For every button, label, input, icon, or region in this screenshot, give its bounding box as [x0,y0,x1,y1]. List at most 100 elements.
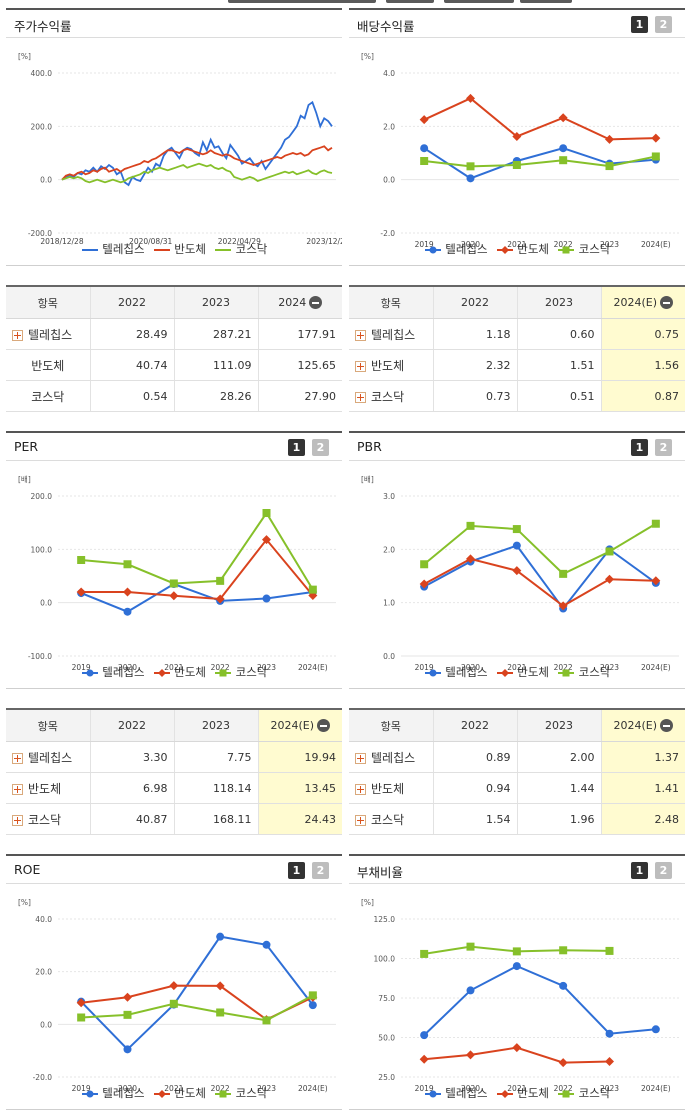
data-point [420,1031,429,1040]
expand-icon[interactable] [355,752,366,764]
panel-title: 주가수익률 [14,19,72,34]
expand-icon[interactable] [12,752,23,764]
x-tick-label: 2020/08/31 [129,237,172,246]
collapse-icon[interactable] [660,296,674,310]
collapse-icon[interactable] [660,719,674,733]
roe-panel: ROE 1 2 [%] 40.0 20.0 0.0 -20.0 2019 2020 2021 2… [6,854,342,1110]
page-2-button[interactable]: 2 [655,16,672,33]
y-tick-label: -200.0 [28,229,52,238]
page-2-button[interactable]: 2 [312,862,329,879]
table-row: 코스닥 0.54 28.26 27.90 [6,380,342,412]
data-point [420,157,429,165]
col-header-2023: 2023 [173,708,258,742]
dividend-yield-table: 항목 2022 2023 2024(E) 텔레칩스 1.18 0.60 0.75… [349,285,685,412]
data-point [262,940,271,949]
x-tick-label: 2023 [257,1084,276,1093]
x-tick-label: 2022/04/29 [218,237,261,246]
expand-icon[interactable] [355,391,366,403]
y-tick-label: 100.0 [31,545,53,554]
data-point [605,946,614,955]
page-2-button[interactable]: 2 [655,439,672,456]
data-point [123,992,132,1002]
page-1-button[interactable]: 1 [288,862,305,879]
x-tick-label: 2023 [600,663,619,672]
expand-icon[interactable] [12,814,23,826]
series-kosdaq [420,519,660,578]
table-row: 코스닥 40.87 168.11 24.43 [6,803,342,835]
expand-icon[interactable] [355,360,366,372]
circle-marker-icon [81,1090,98,1097]
x-tick-label: 2020 [461,1084,480,1093]
series-line [423,522,657,576]
series-line [81,511,314,591]
expand-icon[interactable] [355,814,366,826]
page-2-button[interactable]: 2 [312,439,329,456]
collapse-icon[interactable] [317,719,331,733]
expand-icon[interactable] [355,329,366,341]
data-point [512,541,521,550]
dividend-yield-panel: 배당수익률 1 2 [%] 4.0 2.0 0.0 -2.0 2019 2020 2021 20… [349,8,685,266]
expand-icon[interactable] [12,783,23,795]
data-point [420,560,429,569]
table-row: 텔레칩스 1.18 0.60 0.75 [349,318,685,350]
expand-icon[interactable] [12,329,23,341]
data-point [466,162,475,171]
legend-label: 코스닥 [574,242,611,256]
page-1-button[interactable]: 1 [631,16,648,33]
x-tick-label: 2021 [507,240,526,249]
y-tick-label: 100.0 [374,955,396,964]
circle-marker-icon [81,669,98,676]
line-swatch-icon [214,248,231,251]
y-tick-label: 0.0 [383,652,395,661]
legend-label: 텔레칩스 [441,665,488,679]
square-marker-icon [557,1090,574,1097]
data-point [308,991,317,1000]
y-tick-label: 40.0 [35,915,52,924]
pbr-panel: PBR 1 2 [배] 3.0 2.0 1.0 0.0 2019 2020 2021 2022 2… [349,431,685,689]
series-semiconductor [419,1043,614,1068]
legend-label: 반도체 [170,1086,206,1100]
roe-chart: [%] 40.0 20.0 0.0 -20.0 2019 2020 2021 2022 2023 2… [18,898,336,1093]
unit-label: [%] [18,898,31,907]
col-header-2022: 2022 [89,285,174,319]
page-2-button[interactable]: 2 [655,862,672,879]
expand-icon[interactable] [355,783,366,795]
page-1-button[interactable]: 1 [288,439,305,456]
table-row: 텔레칩스 3.30 7.75 19.94 [6,741,342,773]
chart-area: [%] 4.0 2.0 0.0 -2.0 2019 2020 2021 2022 2023 2024… [349,38,685,266]
x-tick-label: 2022 [211,663,230,672]
per-chart: [배]200.0 100.0 0.0 -100.0 2019 2020 2021 2022 20… [18,475,336,672]
legend-label: 코스닥 [231,1086,268,1100]
data-point [123,560,132,569]
legend-item-semiconductor: 반도체 [153,664,206,680]
pbr-chart: [배] 3.0 2.0 1.0 0.0 2019 2020 2021 2022 2023 2024(… [361,475,679,672]
series-line [424,155,657,168]
table-row: 텔레칩스 0.89 2.00 1.37 [349,741,685,773]
square-marker-icon [557,246,574,253]
legend-item-telechips: 텔레칩스 [81,1085,145,1101]
data-point [466,986,475,995]
y-tick-label: 0.0 [383,176,395,185]
data-point [559,569,568,578]
data-point [76,998,86,1008]
data-point [419,115,429,125]
series-line [80,935,314,1051]
legend-label: 코스닥 [231,242,268,256]
x-tick-label: 2024(E) [298,1084,328,1093]
data-point [169,999,178,1008]
series-semiconductor [419,93,661,144]
series-semiconductor [419,554,661,611]
series-line [423,97,656,141]
page-1-button[interactable]: 1 [631,439,648,456]
x-tick-label: 2019 [415,663,434,672]
legend-label: 텔레칩스 [441,242,488,256]
data-point [466,554,475,564]
data-point [420,144,429,153]
series-line [81,538,314,600]
collapse-icon[interactable] [309,296,323,310]
page-1-button[interactable]: 1 [631,862,648,879]
data-point [558,601,568,611]
data-point [605,162,614,171]
data-point [512,566,522,576]
debt-ratio-panel: 부채비율 1 2 [%] 125.0 100.0 75.0 50.0 25.0 2019 20… [349,854,685,1110]
